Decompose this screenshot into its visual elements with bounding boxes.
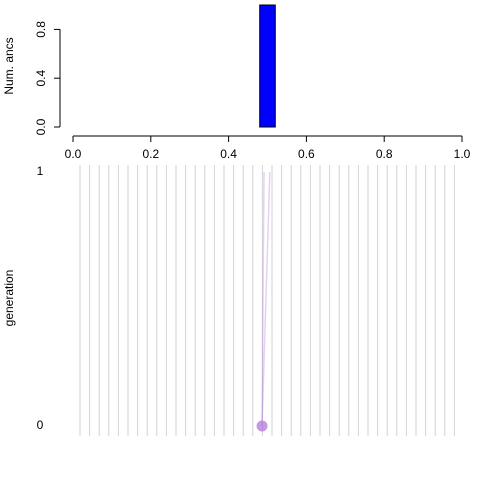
y-tick-label: 0.4: [34, 70, 48, 87]
x-tick-label: 1.0: [454, 147, 471, 161]
x-tick-label: 0.4: [220, 147, 237, 161]
y-axis-label: Num. ancs: [2, 37, 16, 94]
y-tick-label: 0.8: [34, 21, 48, 38]
x-tick-label: 0.0: [65, 147, 82, 161]
bar: [259, 4, 276, 128]
x-tick-label: 0.2: [142, 147, 159, 161]
y-tick-label: 0: [37, 418, 44, 432]
y-tick-label: 1: [37, 164, 44, 178]
lineage-link: [261, 171, 271, 427]
y-axis-label: generation: [2, 270, 16, 327]
y-tick-label: 0.0: [34, 118, 48, 135]
x-tick-label: 0.8: [376, 147, 393, 161]
lineage-link: [261, 171, 265, 427]
x-tick-label: 0.6: [298, 147, 315, 161]
point: [256, 420, 268, 432]
